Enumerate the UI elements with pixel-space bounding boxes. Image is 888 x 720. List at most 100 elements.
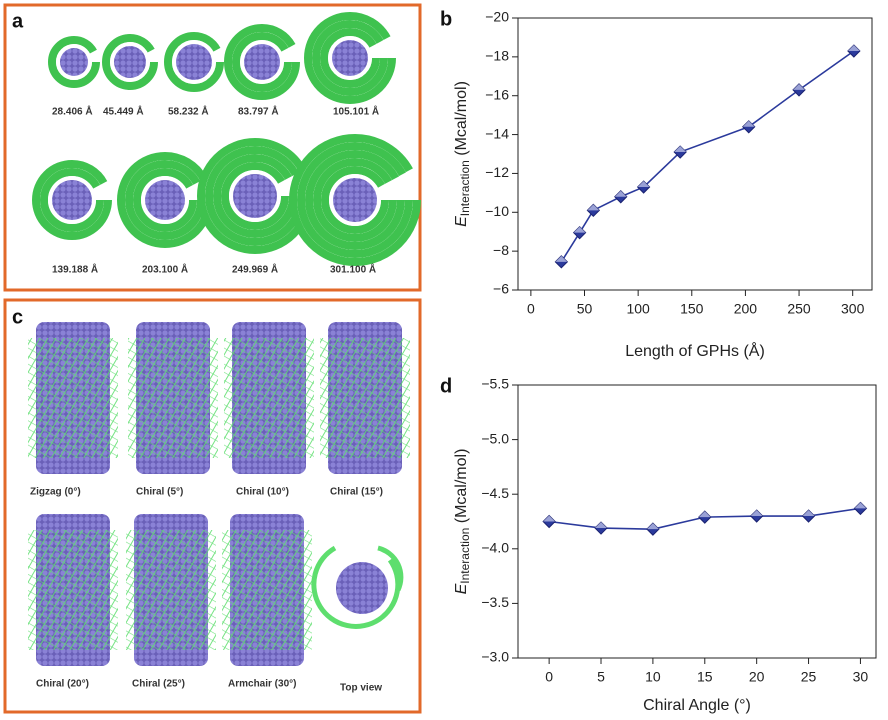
- y-tick-label: −12: [485, 164, 509, 180]
- graphene-wrap: [222, 530, 312, 650]
- graphene-ring: [297, 142, 413, 258]
- core: [332, 40, 368, 76]
- y-tick-label: −10: [485, 203, 509, 219]
- x-tick-label: 50: [577, 301, 593, 317]
- plot-frame: [517, 17, 873, 291]
- y-axis-title: EInteraction (Mcal/mol): [453, 449, 472, 595]
- x-tick-label: 5: [597, 669, 605, 685]
- y-tick-label: −5.0: [481, 430, 509, 446]
- graphene-wrap: [128, 338, 218, 458]
- marker-highlight: [614, 190, 627, 197]
- y-tick-label: −3.0: [481, 649, 509, 665]
- y-tick-label: −16: [485, 86, 509, 102]
- ring-gap: [56, 44, 92, 80]
- caption: 28.406 Å: [52, 105, 93, 118]
- y-axis-symbol: E: [453, 583, 470, 594]
- caption: 203.100 Å: [142, 263, 188, 276]
- marker-highlight: [847, 45, 860, 52]
- y-tick-label: −8: [493, 242, 509, 258]
- y-axis-unit: (Mcal/mol): [453, 449, 470, 528]
- x-axis-title: Length of GPHs (Å): [625, 341, 765, 360]
- caption: 249.969 Å: [232, 263, 278, 276]
- graphene-ring: [320, 28, 380, 88]
- ring-gap: [329, 174, 381, 226]
- x-tick-label: 250: [787, 301, 811, 317]
- y-axis-subscript: Interaction: [458, 160, 472, 216]
- marker-highlight: [802, 510, 815, 517]
- y-axis-unit: (Mcal/mol): [453, 81, 470, 160]
- caption: Zigzag (0°): [30, 487, 81, 498]
- caption: 105.101 Å: [333, 105, 379, 118]
- graphene-wrap: [224, 338, 314, 458]
- graphene-ring: [321, 166, 389, 234]
- plot-frame: [517, 384, 877, 659]
- graphene-ring: [224, 24, 300, 100]
- graphene-ring: [232, 32, 292, 92]
- marker-highlight: [674, 146, 687, 153]
- x-tick-label: 25: [801, 669, 817, 685]
- graphene-ring: [305, 150, 405, 250]
- graphene-ring: [40, 168, 104, 232]
- x-tick-label: 150: [680, 301, 704, 317]
- graphene-ring: [221, 162, 289, 230]
- caption: Chiral (20°): [36, 679, 89, 690]
- panel-label: b: [440, 8, 452, 30]
- caption: Chiral (25°): [132, 679, 185, 690]
- graphene-wrap: [126, 530, 216, 650]
- data-line: [560, 50, 855, 263]
- core: [244, 44, 280, 80]
- core: [145, 180, 185, 220]
- y-tick-label: −14: [485, 125, 509, 141]
- panel-label: a: [12, 10, 24, 32]
- caption: 45.449 Å: [103, 105, 144, 118]
- y-tick-label: −20: [485, 9, 509, 25]
- panel-label: c: [12, 306, 23, 328]
- x-tick-label: 10: [645, 669, 661, 685]
- marker-highlight: [698, 511, 711, 518]
- marker-highlight: [595, 522, 608, 529]
- x-tick-label: 200: [734, 301, 758, 317]
- caption: Top view: [340, 683, 382, 694]
- caption: 301.100 Å: [330, 263, 376, 276]
- y-axis-title: EInteraction (Mcal/mol): [453, 81, 472, 227]
- ring-gap: [229, 170, 281, 222]
- core: [233, 174, 277, 218]
- marker-highlight: [543, 515, 556, 522]
- graphene-wrap: [320, 338, 410, 458]
- caption: 83.797 Å: [238, 105, 279, 118]
- y-tick-label: −5.5: [481, 376, 509, 392]
- marker-highlight: [646, 523, 659, 530]
- top-view-core: [336, 562, 388, 614]
- core: [176, 44, 212, 80]
- y-axis-symbol: E: [453, 216, 470, 227]
- core: [52, 180, 92, 220]
- x-axis-title: Chiral Angle (°): [643, 697, 751, 714]
- x-tick-label: 300: [841, 301, 865, 317]
- graphene-wrap: [28, 338, 118, 458]
- marker-highlight: [793, 83, 806, 90]
- marker-highlight: [555, 255, 568, 262]
- graphene-ring: [304, 12, 396, 104]
- caption: Chiral (5°): [136, 487, 183, 498]
- marker-highlight: [854, 502, 867, 509]
- x-tick-label: 100: [626, 301, 650, 317]
- caption: 139.188 Å: [52, 263, 98, 276]
- ring-gap: [240, 40, 284, 84]
- graphene-wrap: [28, 530, 118, 650]
- graphene-ring: [312, 20, 388, 96]
- core: [333, 178, 377, 222]
- x-tick-label: 30: [853, 669, 869, 685]
- marker-highlight: [637, 181, 650, 188]
- ring-gap: [141, 176, 189, 224]
- ring-gap: [328, 36, 372, 80]
- chart: d −5.5 −5.0 −4.5 −4.0 −3.5 −3.0 0 5 10 15 20 25 30 Chi…: [440, 375, 877, 714]
- x-tick-label: 0: [527, 301, 535, 317]
- core: [114, 46, 146, 78]
- graphene-ring: [289, 134, 421, 266]
- marker-highlight: [742, 120, 755, 127]
- x-tick-label: 15: [697, 669, 713, 685]
- core: [60, 48, 88, 76]
- graphene-ring: [164, 32, 224, 92]
- y-tick-label: −4.0: [481, 540, 509, 556]
